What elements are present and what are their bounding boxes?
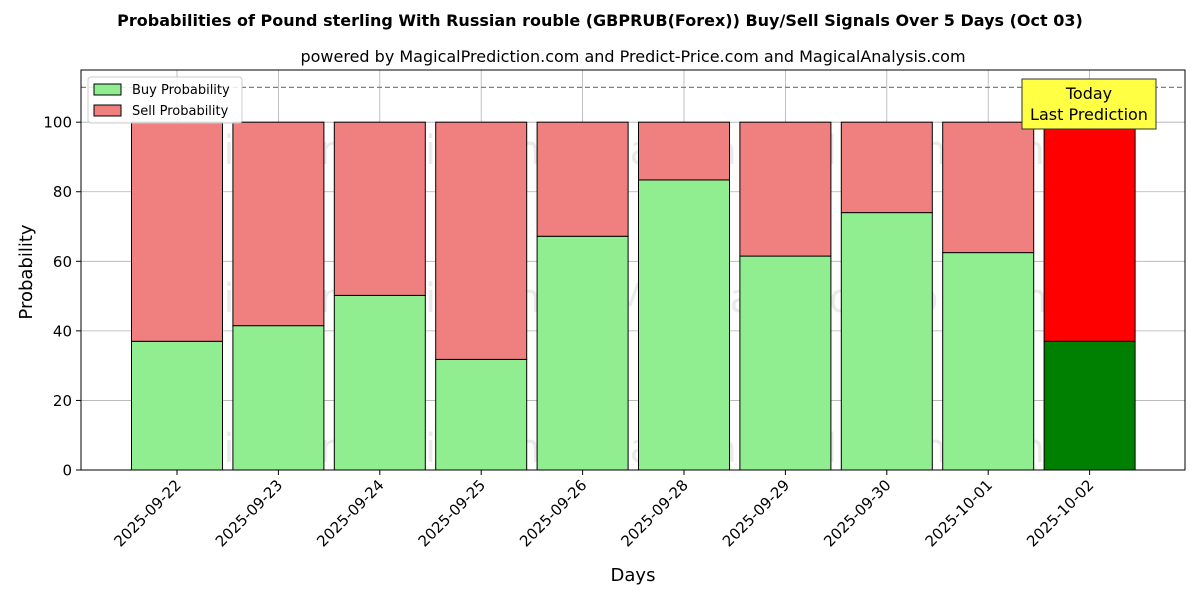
x-axis-label: Days (611, 565, 656, 586)
x-tick-label: 2025-09-24 (313, 476, 387, 550)
bars (131, 121, 1136, 471)
x-tick-label: 2025-09-28 (617, 476, 691, 550)
sell-bar (638, 121, 730, 181)
buy-bar (638, 179, 730, 471)
x-tick-label: 2025-10-02 (1023, 476, 1097, 550)
annotation-box (1021, 78, 1157, 130)
x-tick-label: 2025-09-30 (820, 476, 894, 550)
x-tick-label: 2025-09-25 (415, 476, 489, 550)
x-tick-label: 2025-09-29 (719, 476, 793, 550)
sell-bar (942, 121, 1035, 254)
x-tick-label: 2025-09-22 (110, 476, 184, 550)
legend-swatch (93, 104, 122, 117)
buy-bar (333, 294, 426, 471)
buy-bar (232, 325, 325, 471)
buy-bar (435, 358, 528, 471)
y-tick-label: 0 (62, 462, 72, 480)
sell-bar (131, 121, 223, 342)
legend-label: Buy Probability (132, 83, 230, 98)
buy-bar (1043, 340, 1136, 471)
buy-bar (739, 255, 832, 471)
sell-bar (232, 121, 325, 327)
sell-bar (333, 121, 426, 296)
x-axis-ticks: 2025-09-22 2025-09-23 2025-09-24 2025-09-25… (110, 470, 1097, 550)
y-axis-ticks: 0 20 40 60 80 100 (43, 114, 81, 480)
legend-swatch (93, 83, 122, 96)
sell-bar (435, 121, 528, 360)
buy-bar (840, 212, 933, 471)
annotation-text: Today (1065, 84, 1112, 103)
legend-label: Sell Probability (132, 104, 229, 119)
x-tick-label: 2025-09-23 (212, 476, 286, 550)
sell-bar (840, 121, 933, 214)
sell-bar (536, 121, 629, 237)
y-tick-label: 20 (53, 392, 72, 410)
y-tick-label: 80 (53, 183, 72, 201)
chart-title: Probabilities of Pound sterling With Rus… (117, 11, 1083, 30)
x-tick-label: 2025-09-26 (516, 476, 590, 550)
buy-bar (131, 340, 223, 471)
x-tick-label: 2025-10-01 (922, 476, 996, 550)
annotation-text: Last Prediction (1030, 105, 1148, 124)
sell-bar (1043, 121, 1136, 342)
y-tick-label: 100 (43, 114, 72, 132)
chart-subtitle: powered by MagicalPrediction.com and Pre… (300, 47, 965, 66)
legend: Buy Probability Sell Probability (87, 76, 243, 124)
buy-bar (942, 252, 1035, 471)
y-tick-label: 40 (53, 322, 72, 340)
legend-box (87, 76, 243, 124)
plot-frame (80, 69, 1186, 471)
sell-bar (739, 121, 832, 257)
y-axis-label: Probability (16, 224, 37, 319)
today-annotation: Today Last Prediction (1021, 78, 1157, 130)
y-tick-label: 60 (53, 253, 72, 271)
buy-bar (536, 235, 629, 471)
